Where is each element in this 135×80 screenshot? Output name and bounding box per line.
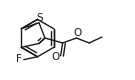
Text: O: O: [52, 52, 60, 62]
Text: F: F: [16, 54, 22, 64]
Text: O: O: [73, 28, 82, 38]
Text: S: S: [37, 13, 43, 23]
